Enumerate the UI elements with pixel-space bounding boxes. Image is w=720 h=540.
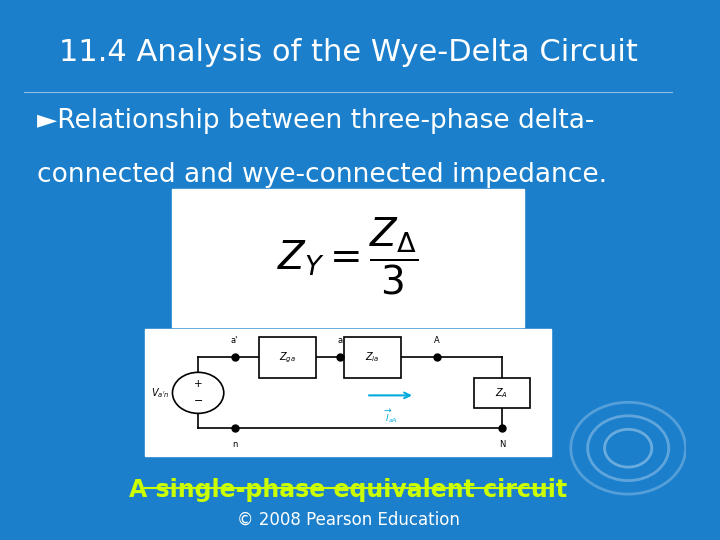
Text: a: a — [338, 336, 343, 346]
Text: $Z_{ga}$: $Z_{ga}$ — [279, 350, 296, 364]
FancyBboxPatch shape — [145, 329, 551, 456]
FancyBboxPatch shape — [344, 337, 400, 377]
Text: ►Relationship between three-phase delta-: ►Relationship between three-phase delta- — [37, 108, 595, 134]
FancyBboxPatch shape — [173, 189, 523, 327]
Text: $Z_A$: $Z_A$ — [495, 386, 508, 400]
Text: connected and wye-connected impedance.: connected and wye-connected impedance. — [37, 162, 608, 188]
Text: n: n — [232, 440, 238, 449]
Text: © 2008 Pearson Education: © 2008 Pearson Education — [237, 510, 459, 528]
Circle shape — [173, 373, 224, 414]
Text: +: + — [194, 379, 202, 389]
Text: 11.4 Analysis of the Wye-Delta Circuit: 11.4 Analysis of the Wye-Delta Circuit — [58, 38, 637, 67]
Text: N: N — [499, 440, 505, 449]
Text: $V_{a'n}$: $V_{a'n}$ — [151, 386, 170, 400]
Text: $Z_Y = \dfrac{Z_\Delta}{3}$: $Z_Y = \dfrac{Z_\Delta}{3}$ — [277, 216, 418, 297]
Text: a': a' — [231, 336, 238, 346]
Text: $Z_{la}$: $Z_{la}$ — [365, 350, 379, 364]
Text: A: A — [434, 336, 440, 346]
FancyBboxPatch shape — [259, 337, 315, 377]
FancyBboxPatch shape — [474, 377, 530, 408]
Text: −: − — [194, 396, 203, 407]
Text: $\overrightarrow{I}_{aA}$: $\overrightarrow{I}_{aA}$ — [384, 407, 397, 425]
Text: A single-phase equivalent circuit: A single-phase equivalent circuit — [129, 478, 567, 502]
